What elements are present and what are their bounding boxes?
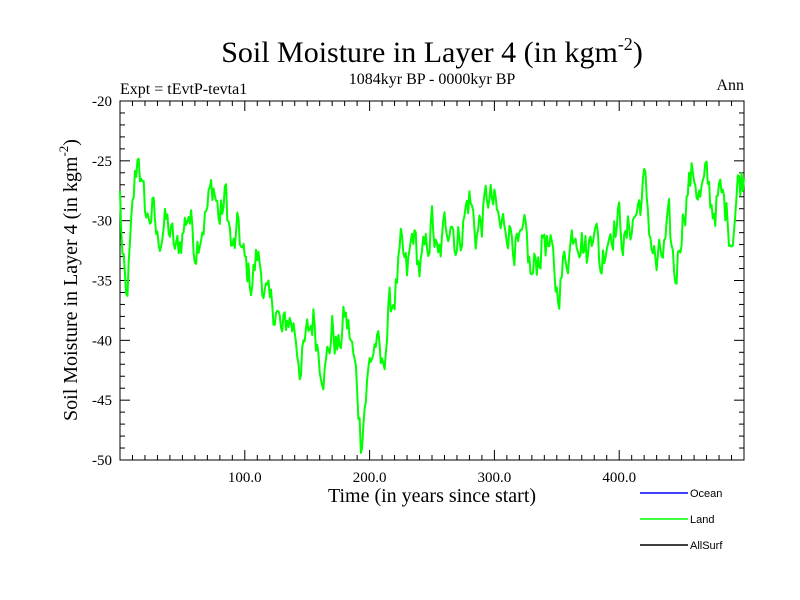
chart-title: Soil Moisture in Layer 4 (in kgm-2) <box>221 34 643 69</box>
y-tick-label: -45 <box>92 393 112 409</box>
period-label: 1084kyr BP - 0000kyr BP <box>349 71 516 88</box>
y-tick-label: -35 <box>92 274 112 290</box>
chart-title-main: Soil Moisture in Layer 4 (in kgm <box>221 36 618 69</box>
y-tick-label: -30 <box>92 214 112 230</box>
legend-label-land: Land <box>690 514 714 526</box>
y-axis-label-superscript: -2 <box>56 146 71 157</box>
y-axis-label-main: Soil Moisture in Layer 4 (in kgm <box>60 156 82 421</box>
x-tick-label: 400.0 <box>602 470 636 486</box>
y-tick-label: -25 <box>92 154 112 170</box>
y-axis-ticks: -20 -25 -30 -35 -40 -45 -50 <box>92 94 744 469</box>
x-axis-label: Time (in years since start) <box>328 485 536 507</box>
y-tick-label: -20 <box>92 94 112 110</box>
x-tick-label: 100.0 <box>228 470 262 486</box>
experiment-label: Expt = tEvtP-tevta1 <box>120 81 247 98</box>
x-axis-ticks: 100.0 200.0 300.0 400.0 <box>131 101 733 486</box>
series-line-land <box>119 157 745 454</box>
legend-label-ocean: Ocean <box>690 488 722 500</box>
chart-title-superscript: -2 <box>618 34 633 54</box>
legend: Ocean Land AllSurf <box>640 488 723 552</box>
y-tick-label: -40 <box>92 333 112 349</box>
y-axis-label-end: ) <box>60 139 82 146</box>
x-tick-label: 200.0 <box>353 470 387 486</box>
y-axis-label: Soil Moisture in Layer 4 (in kgm-2) <box>56 139 82 421</box>
series-layer <box>119 157 745 454</box>
season-label: Ann <box>716 77 744 94</box>
plot-area: 100.0 200.0 300.0 400.0 -20-25-30-35-40-45-… <box>92 94 745 486</box>
legend-label-allsurf: AllSurf <box>690 540 723 552</box>
plot-frame <box>119 100 745 461</box>
y-tick-label: -50 <box>92 453 112 469</box>
x-tick-label: 300.0 <box>478 470 512 486</box>
chart-title-end: ) <box>633 36 643 69</box>
